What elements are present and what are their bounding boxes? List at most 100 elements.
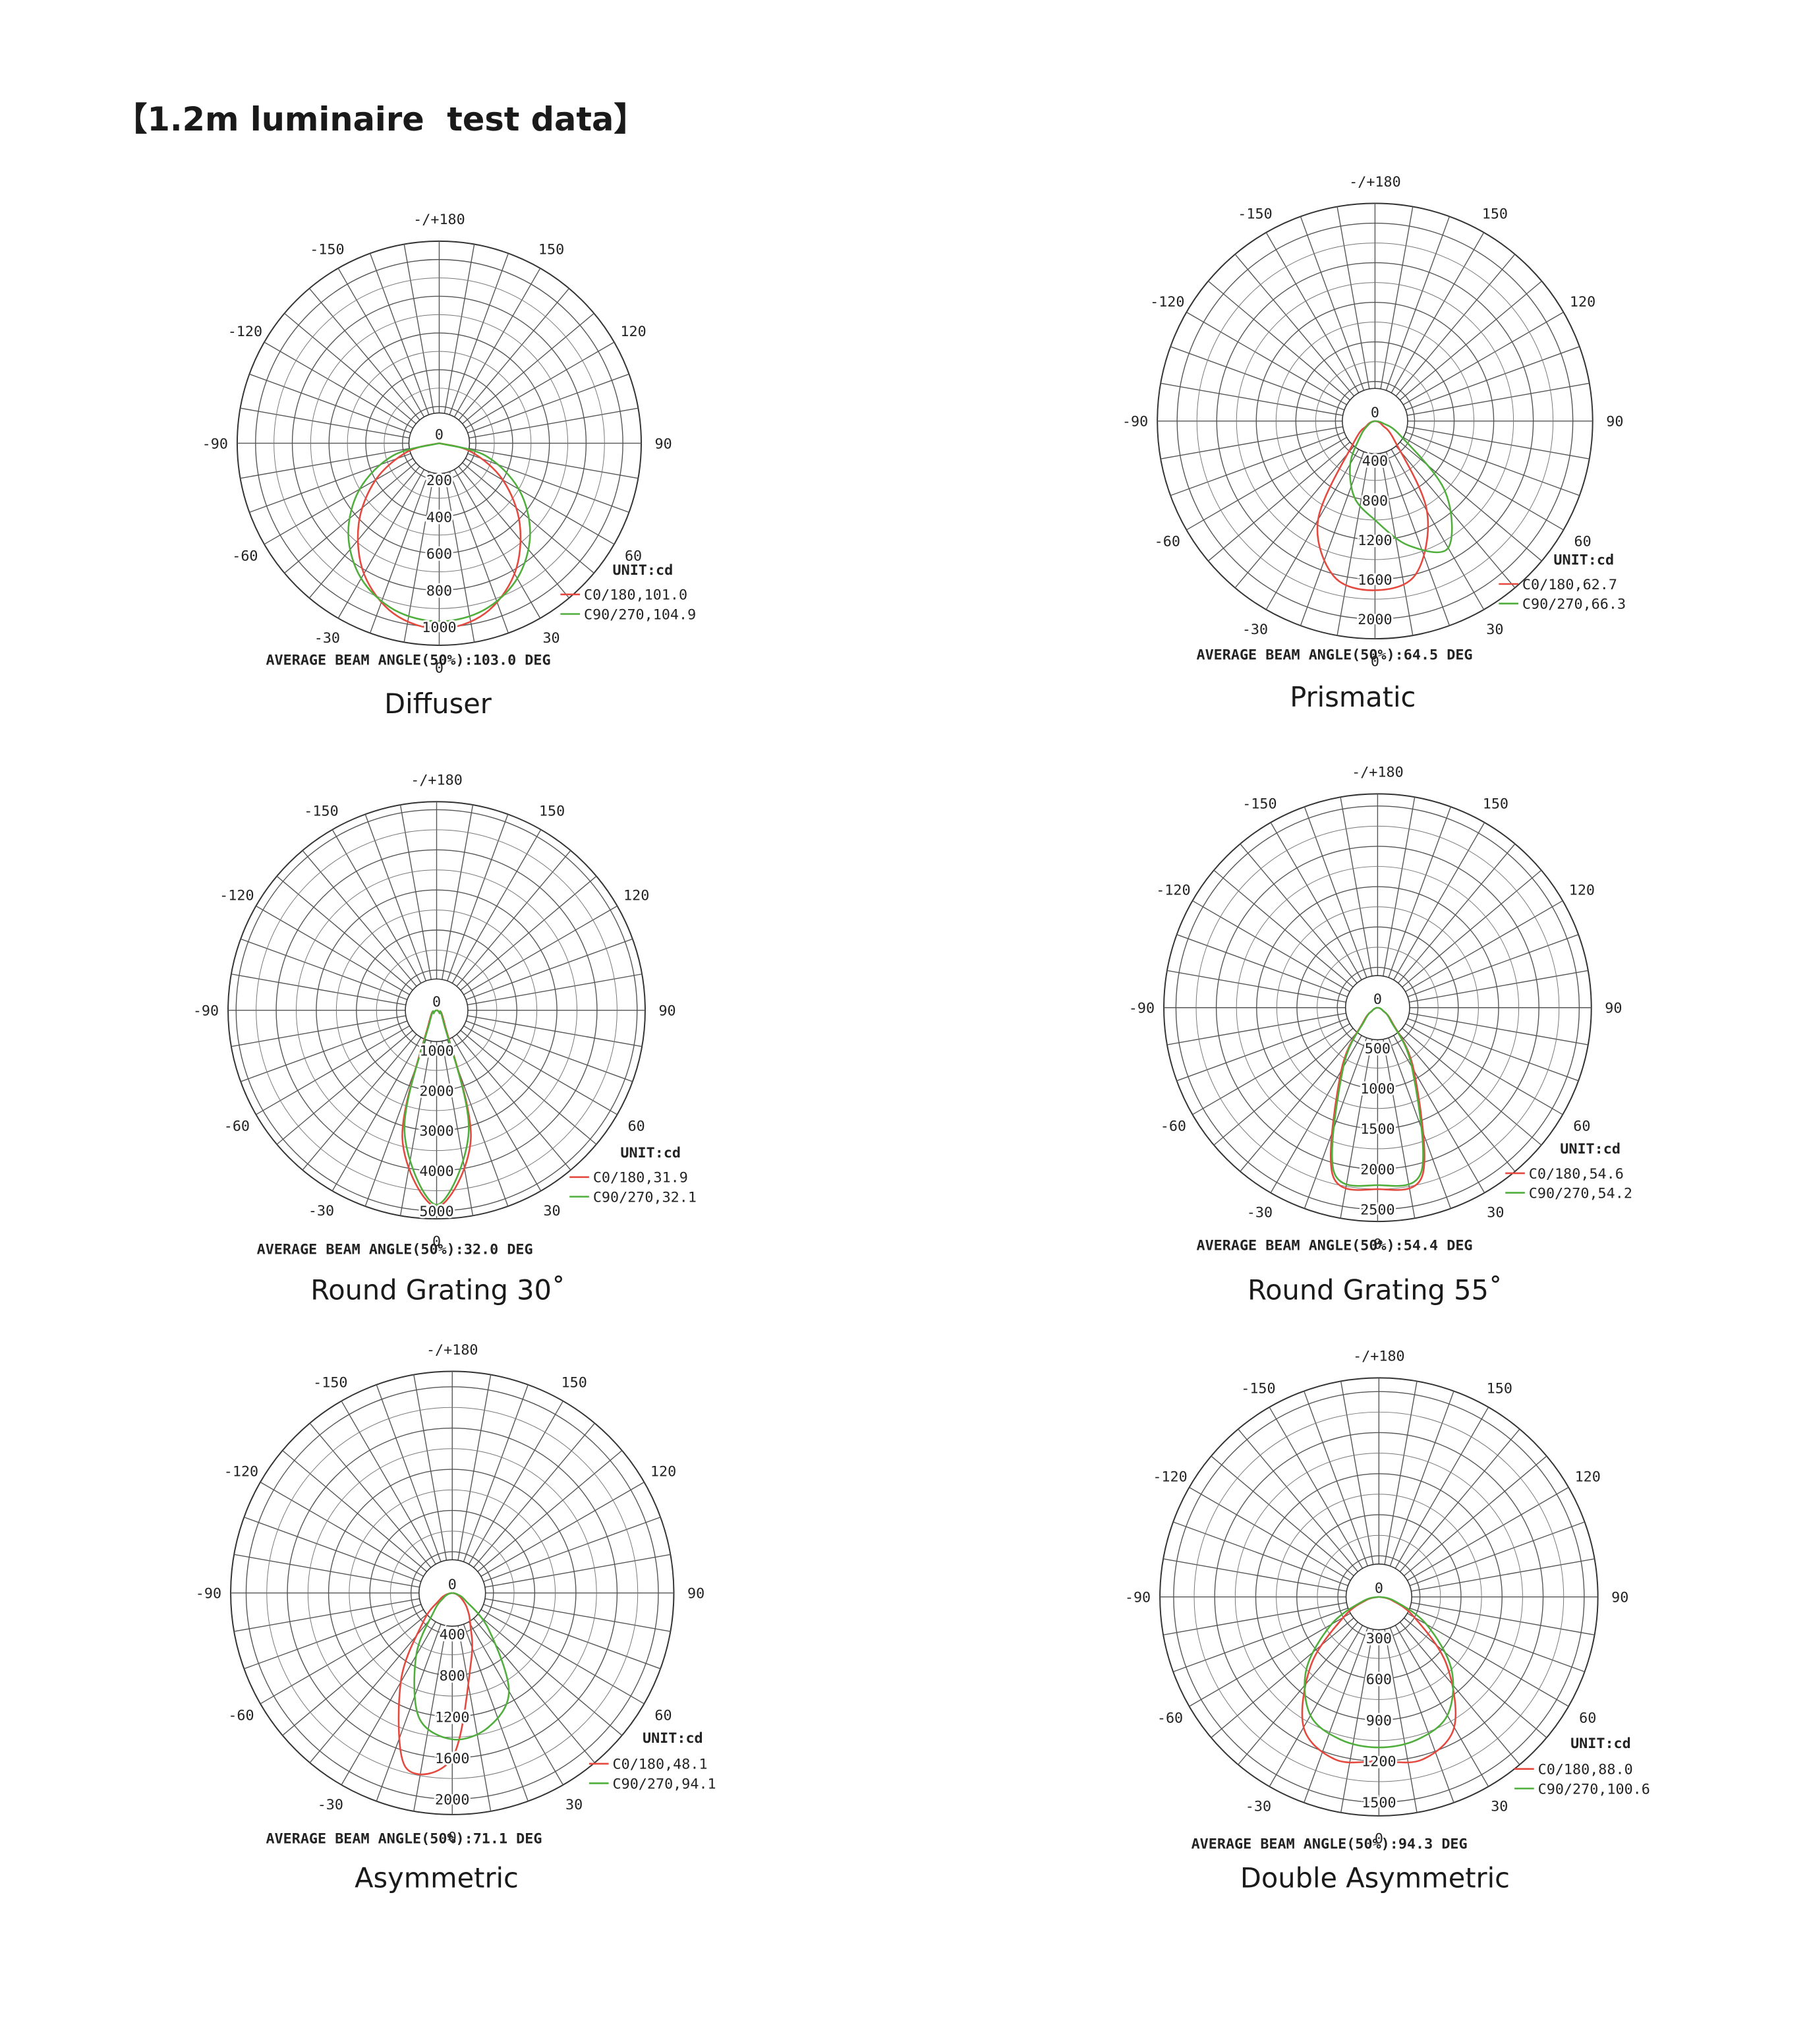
- spoke: [1380, 206, 1414, 390]
- grid-ring: [1335, 381, 1416, 461]
- angle-tick-label: -30: [1242, 622, 1268, 638]
- spoke: [457, 1625, 492, 1811]
- spoke: [480, 1482, 645, 1577]
- legend-label: C0/180,62.7: [1522, 577, 1617, 593]
- spoke: [1270, 1035, 1362, 1193]
- spoke: [282, 1450, 428, 1572]
- grid-ring: [1255, 1473, 1503, 1721]
- grid-ring: [255, 259, 623, 628]
- angle-tick-label: 60: [628, 1119, 645, 1135]
- angle-tick-label: -120: [224, 1464, 258, 1480]
- spoke: [1340, 1381, 1374, 1565]
- spoke: [1409, 970, 1588, 1003]
- spoke: [1388, 806, 1451, 978]
- spoke: [1336, 453, 1370, 636]
- radial-tick-label: 900: [1366, 1712, 1392, 1729]
- minor-ring: [1234, 1453, 1523, 1741]
- spoke: [1207, 442, 1350, 562]
- radial-tick-label: 1200: [435, 1709, 469, 1726]
- spoke: [468, 1621, 563, 1786]
- spoke: [453, 268, 541, 417]
- radial-tick-label: 600: [426, 546, 452, 563]
- spoke: [309, 1422, 432, 1568]
- angle-tick-label: 120: [623, 888, 649, 904]
- angle-tick-label: -120: [1150, 294, 1184, 310]
- spoke: [1176, 934, 1348, 997]
- legend-label: C90/270,100.6: [1538, 1781, 1650, 1797]
- minor-ring: [335, 910, 538, 1111]
- spoke: [1404, 1455, 1547, 1577]
- angle-tick-label: -90: [202, 436, 228, 452]
- chart-caption: Asymmetric: [355, 1862, 519, 1894]
- spoke: [1399, 1428, 1520, 1572]
- unit-label: UNIT:cd: [620, 1145, 681, 1161]
- spoke: [308, 466, 420, 599]
- radial-tick-label: 400: [426, 510, 452, 526]
- radial-tick-label: 0: [432, 994, 441, 1010]
- beam-angle-note: AVERAGE BEAM ANGLE(50%):71.1 DEG: [266, 1830, 542, 1847]
- intensity-curve: [347, 442, 531, 623]
- spoke: [308, 288, 420, 421]
- minor-ring: [1317, 947, 1439, 1069]
- grid-ring: [235, 809, 638, 1212]
- spoke: [1161, 426, 1343, 459]
- spoke: [376, 1384, 442, 1562]
- spoke: [1395, 254, 1516, 397]
- spoke: [1170, 432, 1345, 496]
- legend-label: C90/270,104.9: [584, 606, 696, 623]
- spoke: [1391, 449, 1485, 610]
- spoke: [1340, 797, 1373, 976]
- legend-label: C0/180,31.9: [593, 1170, 688, 1186]
- angle-tick-label: 30: [543, 1203, 560, 1219]
- spoke: [1407, 382, 1590, 416]
- intensity-curve: [397, 1592, 473, 1776]
- grid-ring: [328, 332, 550, 554]
- spoke: [465, 341, 615, 429]
- angle-tick-label: 0: [1373, 1237, 1382, 1253]
- intensity-curve: [403, 1009, 470, 1206]
- grid-ring: [402, 405, 476, 481]
- grid-ring: [1337, 1555, 1421, 1639]
- spoke: [369, 253, 430, 415]
- radial-tick-label: 1500: [1362, 1795, 1396, 1811]
- radial-tick-label: 1200: [1362, 1754, 1396, 1770]
- angle-tick-label: -90: [1122, 414, 1148, 430]
- intensity-curve: [1331, 1007, 1424, 1187]
- radial-tick-label: 200: [426, 473, 452, 489]
- angle-tick-label: 90: [1611, 1590, 1628, 1606]
- spoke: [1391, 232, 1485, 394]
- angle-tick-label: 120: [1569, 883, 1595, 899]
- spoke: [1407, 1486, 1569, 1581]
- minor-ring: [266, 1407, 639, 1779]
- spoke: [1211, 1618, 1354, 1738]
- spoke: [1166, 1012, 1346, 1045]
- spoke: [477, 1614, 623, 1736]
- spoke: [1207, 280, 1350, 401]
- radial-tick-label: 2000: [419, 1083, 453, 1099]
- spoke: [1402, 869, 1542, 988]
- spoke: [449, 471, 509, 633]
- radial-tick-label: 5000: [419, 1204, 453, 1220]
- minor-ring: [347, 351, 532, 536]
- angle-tick-label: -150: [313, 1374, 347, 1391]
- spoke: [467, 453, 629, 513]
- spoke: [1385, 216, 1450, 391]
- radial-tick-label: 2500: [1360, 1202, 1394, 1219]
- minor-ring: [1193, 1411, 1565, 1782]
- chart-caption: Round Grating 30˚: [310, 1274, 565, 1306]
- radial-tick-label: 2000: [1358, 612, 1392, 628]
- spoke: [1304, 1391, 1368, 1567]
- radial-tick-label: 2000: [435, 1792, 469, 1808]
- angle-tick-label: 150: [538, 242, 564, 258]
- spoke: [244, 1604, 422, 1670]
- spoke: [1407, 1612, 1569, 1707]
- spoke: [1409, 1012, 1588, 1045]
- grid-ring: [275, 849, 598, 1171]
- spoke: [1186, 436, 1347, 531]
- spoke: [1402, 1028, 1542, 1146]
- spoke: [483, 1517, 661, 1583]
- angle-tick-label: -/+180: [426, 1342, 478, 1358]
- spoke: [240, 407, 410, 439]
- spoke: [284, 312, 416, 424]
